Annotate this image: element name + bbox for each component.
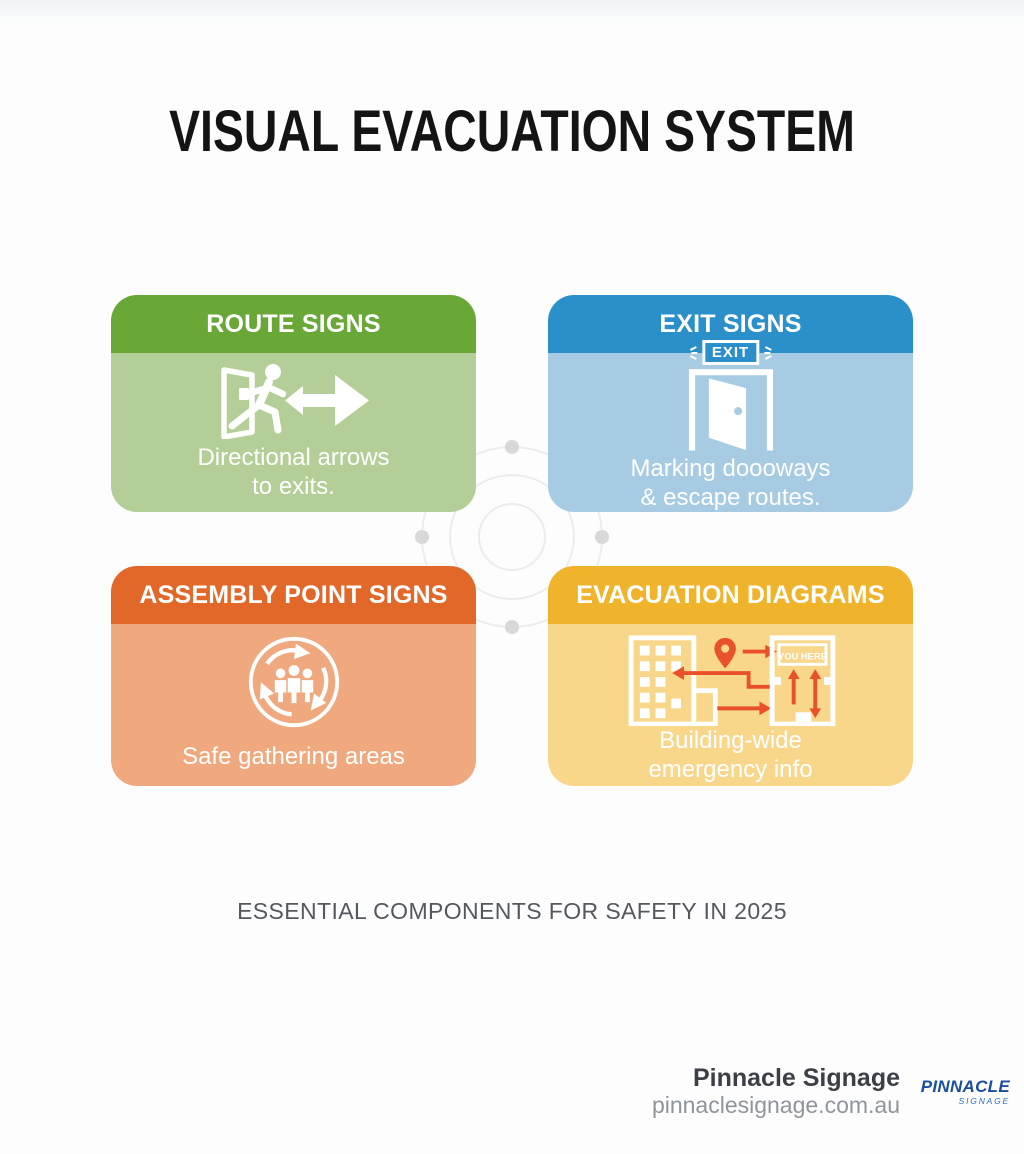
concentric-circles-decoration <box>415 440 609 634</box>
building-floorplan-icon: YOU HERE <box>628 635 835 726</box>
card-title-exit-signs: EXIT SIGNS <box>659 309 802 338</box>
running-exit-double-arrow-icon <box>220 364 369 439</box>
footer-brand-name: Pinnacle Signage <box>692 1064 900 1092</box>
background-texture <box>0 0 1024 30</box>
page-subtitle: ESSENTIAL COMPONENTS FOR SAFETY IN 2025 <box>237 898 787 924</box>
exit-badge-rays-right-icon <box>764 345 772 360</box>
footer-website: pinnaclesignage.com.au <box>651 1092 900 1118</box>
card-desc-exit-signs: Marking doooways & escape routes. <box>630 455 831 511</box>
card-desc-assembly-point-signs: Safe gathering areas <box>182 743 405 770</box>
card-exit-signs: EXIT SIGNS EXIT Marking doooways & escap… <box>548 295 913 512</box>
card-body-evacuation-diagrams: YOU HERE Building-wide emerg <box>548 624 913 786</box>
card-body-assembly-point-signs: Safe gathering areas <box>111 624 476 786</box>
card-evacuation-diagrams: EVACUATION DIAGRAMS <box>548 566 913 786</box>
exit-badge-rays-left-icon <box>689 345 697 360</box>
card-header-assembly-point-signs: ASSEMBLY POINT SIGNS <box>111 566 476 624</box>
card-desc-evacuation-diagrams: Building-wide emergency info <box>648 727 813 783</box>
card-body-route-signs: Directional arrows to exits. <box>111 353 476 512</box>
location-pin-icon <box>713 637 736 669</box>
exit-sign-badge: EXIT <box>687 340 774 365</box>
people-cycle-icon <box>248 636 339 728</box>
card-title-assembly-point-signs: ASSEMBLY POINT SIGNS <box>139 580 448 609</box>
card-body-exit-signs: EXIT Marking doooways & escape routes. <box>548 340 913 512</box>
card-desc-route-signs: Directional arrows to exits. <box>197 444 390 500</box>
logo-tagline: SIGNAGE <box>958 1096 1010 1106</box>
card-route-signs: ROUTE SIGNS Dire <box>111 295 476 512</box>
card-header-exit-signs: EXIT SIGNS <box>548 295 913 353</box>
card-assembly-point-signs: ASSEMBLY POINT SIGNS <box>111 566 476 786</box>
card-title-route-signs: ROUTE SIGNS <box>206 309 381 338</box>
card-header-route-signs: ROUTE SIGNS <box>111 295 476 353</box>
you-here-label: YOU HERE <box>778 651 827 661</box>
card-header-evacuation-diagrams: EVACUATION DIAGRAMS <box>548 566 913 624</box>
page-title: VISUAL EVACUATION SYSTEM <box>169 99 855 164</box>
card-title-evacuation-diagrams: EVACUATION DIAGRAMS <box>576 580 885 609</box>
logo-wordmark: PINNACLE <box>920 1077 1010 1096</box>
footer-text: Pinnacle Signage pinnaclesignage.com.au <box>652 1064 900 1119</box>
open-door-icon <box>688 369 773 451</box>
pinnacle-signage-logo: PINNACLE SIGNAGE <box>914 1078 1010 1106</box>
